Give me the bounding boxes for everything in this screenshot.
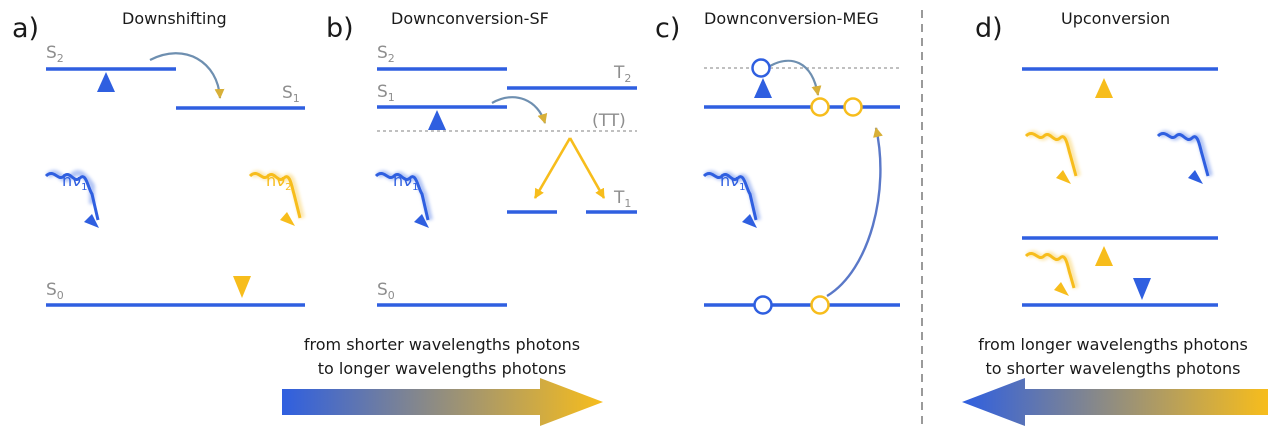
panel-b-t2-label: T2	[613, 63, 631, 85]
panel-d: d) Upconversion	[975, 9, 1218, 307]
panel-b-s0-label: S0	[377, 280, 395, 302]
panel-c-incoming-photon-label: hν1	[720, 171, 745, 193]
panel-a-title: Downshifting	[122, 9, 227, 28]
panel-b-excitation-arrowhead	[428, 110, 446, 130]
panel-b-incoming-photon-label: hν1	[393, 171, 418, 193]
panel-c-title: Downconversion-MEG	[704, 9, 879, 28]
panel-d-second-absorption-arrowhead	[1095, 78, 1113, 98]
panel-a-relaxation-arrow	[149, 52, 225, 99]
caption-left-line1: from shorter wavelengths photons	[304, 335, 580, 354]
panel-c-incoming-photon-icon	[702, 170, 761, 228]
caption-left-line2: to longer wavelengths photons	[318, 359, 566, 378]
panel-a-outgoing-photon-icon	[248, 170, 305, 226]
panel-b-triplet-arrow-right	[568, 137, 606, 199]
panel-a-s0-label: S0	[46, 280, 64, 302]
caption-right-line1: from longer wavelengths photons	[978, 335, 1248, 354]
panel-b-incoming-photon-icon	[374, 170, 433, 228]
panel-d-title: Upconversion	[1061, 9, 1170, 28]
panel-b-title: Downconversion-SF	[391, 9, 549, 28]
panel-b-t1-label: T1	[613, 188, 631, 210]
panel-c-letter: c)	[655, 13, 680, 44]
panel-c-relaxation-arrow	[769, 59, 822, 96]
panel-c: c) Downconversion-MEG hν1	[655, 9, 900, 315]
panel-c-electron-circle-2	[843, 97, 863, 117]
panel-b-tt-label: (TT)	[592, 111, 626, 131]
panel-a-emission-arrowhead	[233, 276, 251, 298]
panel-c-hot-electron-circle	[751, 58, 771, 78]
panel-a-incoming-photon-icon	[44, 170, 100, 228]
panel-d-photon-in-lower-icon	[1024, 250, 1079, 296]
big-arrow-left	[962, 378, 1268, 426]
panel-d-emission-arrowhead	[1133, 278, 1151, 300]
panel-a-outgoing-photon-label: hν2	[266, 171, 291, 193]
panel-c-electron-circle-1	[810, 97, 830, 117]
panel-b-s1-label: S1	[377, 82, 395, 104]
panel-b-triplet-arrow-left	[533, 137, 572, 199]
panel-a-s2-label: S2	[46, 43, 64, 65]
panel-c-hole-circle-1	[753, 295, 773, 315]
panel-a-excitation-arrowhead	[97, 72, 115, 92]
panel-d-first-absorption-arrowhead	[1095, 246, 1113, 266]
panel-a-s1-label: S1	[282, 83, 300, 105]
panel-a-incoming-photon-label: hν1	[62, 171, 87, 193]
panel-c-multi-exciton-arrow	[826, 127, 883, 298]
panel-c-excitation-arrowhead	[754, 78, 772, 98]
big-arrow-right	[282, 378, 603, 426]
panel-b-fission-curve-arrow	[491, 96, 548, 124]
panel-d-photon-out-icon	[1156, 130, 1213, 184]
panel-a-letter: a)	[12, 13, 39, 44]
panel-d-letter: d)	[975, 13, 1003, 44]
panel-c-hole-circle-2	[810, 295, 830, 315]
panel-a: a) Downshifting S2 S1 S0 hν1 hν2	[12, 9, 305, 307]
panel-b: b) Downconversion-SF S2 T2 S1 (TT) T1 S0…	[326, 9, 637, 307]
panel-b-s2-label: S2	[377, 43, 395, 65]
panel-b-letter: b)	[326, 13, 354, 44]
panel-d-photon-in-upper-icon	[1024, 130, 1081, 184]
caption-right-line2: to shorter wavelengths photons	[985, 359, 1240, 378]
